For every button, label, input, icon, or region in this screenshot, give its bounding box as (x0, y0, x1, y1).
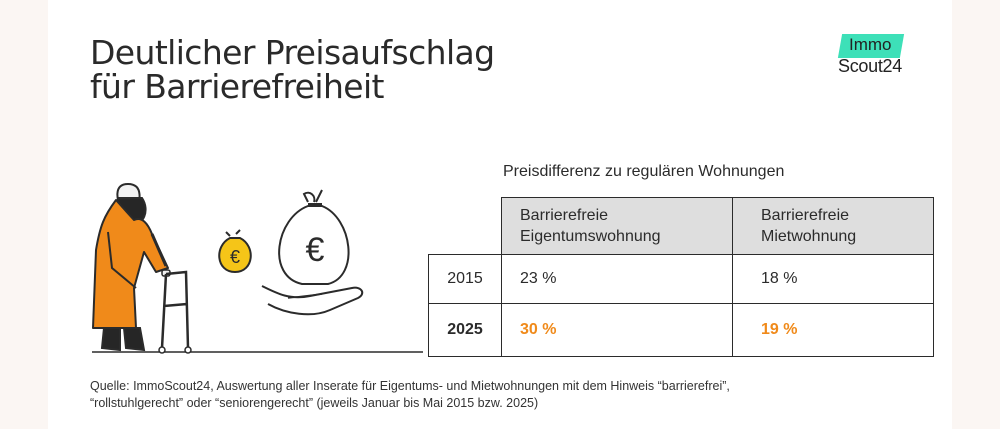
illustration: € € (92, 182, 423, 354)
value-eigentum-2015: 23 % (501, 254, 733, 304)
elderly-woman-with-walker-icon (92, 182, 192, 354)
table-row-2015: 2015 23 % 18 % (428, 254, 934, 304)
title-line-2: für Barrierefreiheit (90, 67, 384, 106)
logo-text-immo: Immo (849, 35, 892, 54)
coin-bag-icon: € (218, 229, 252, 274)
coin-euro-symbol: € (230, 247, 240, 267)
logo-text-scout24: Scout24 (838, 56, 902, 76)
column-header-eigentum-line-2: Eigentumswohnung (520, 228, 661, 245)
title-line-1: Deutlicher Preisaufschlag (90, 33, 495, 72)
row-year-2015: 2015 (428, 254, 502, 304)
table-corner-cell (429, 198, 502, 255)
hand-with-money-bag-icon: € (261, 189, 364, 316)
value-eigentum-2025: 30 % (501, 303, 733, 357)
source-note: Quelle: ImmoScout24, Auswertung aller In… (90, 378, 730, 412)
column-header-mietwohnung: Barrierefreie Mietwohnung (732, 197, 934, 255)
price-difference-table: Barrierefreie Eigentumswohnung Barrieref… (428, 197, 934, 357)
source-line-2: “rollstuhlgerecht” oder “seniorengerecht… (90, 396, 539, 410)
value-miet-2015: 18 % (732, 254, 934, 304)
table-caption: Preisdifferenz zu regulären Wohnungen (503, 163, 785, 180)
page-title: Deutlicher Preisaufschlag für Barrierefr… (90, 36, 495, 104)
immoscout24-logo: Immo Scout24 (837, 34, 910, 78)
value-miet-2025: 19 % (732, 303, 934, 357)
source-line-1: Quelle: ImmoScout24, Auswertung aller In… (90, 379, 730, 393)
table-header-row: Barrierefreie Eigentumswohnung Barrieref… (429, 197, 934, 255)
column-header-miet-line-2: Mietwohnung (761, 228, 857, 245)
bag-euro-symbol: € (306, 231, 325, 269)
row-year-2025: 2025 (428, 303, 502, 357)
column-header-miet-line-1: Barrierefreie (761, 207, 850, 224)
table-row-2025: 2025 30 % 19 % (428, 303, 934, 357)
column-header-eigentum-line-1: Barrierefreie (520, 207, 609, 224)
column-header-eigentumswohnung: Barrierefreie Eigentumswohnung (501, 197, 733, 255)
